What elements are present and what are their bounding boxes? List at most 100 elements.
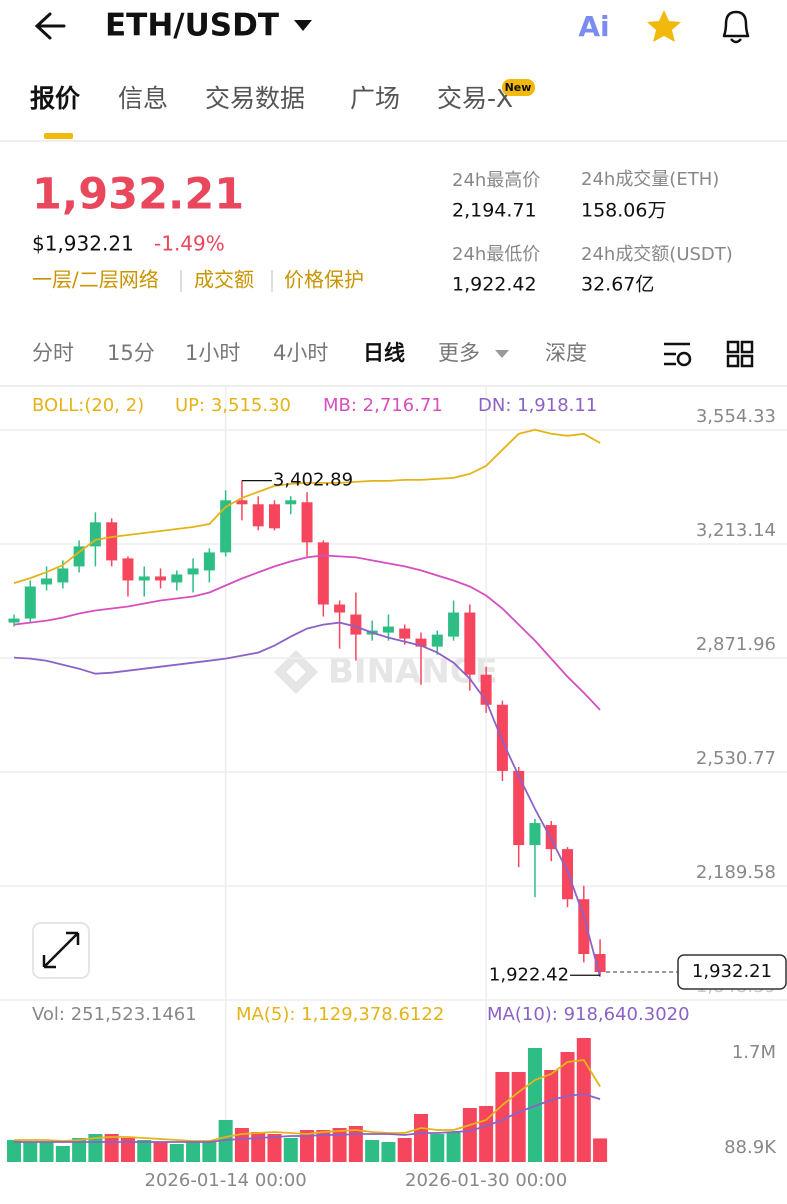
tab[interactable]: 报价 <box>30 84 81 113</box>
candle-body <box>578 899 590 955</box>
volume-bar <box>39 1142 54 1162</box>
volume-bar <box>23 1142 38 1162</box>
candle-body <box>73 546 85 567</box>
back-button[interactable] <box>34 12 66 40</box>
pair-title[interactable]: ETH/USDT <box>105 8 279 44</box>
candle-body <box>236 500 248 505</box>
boll-line <box>13 428 601 584</box>
volume-bar <box>527 1048 542 1162</box>
timeframe[interactable]: 4小时 <box>273 341 328 365</box>
tab[interactable]: 交易-X <box>437 84 513 113</box>
volume-bar <box>300 1129 315 1162</box>
volume-bar <box>332 1128 347 1162</box>
volume-ma-line <box>14 1093 601 1143</box>
volume-bar <box>283 1138 298 1162</box>
timeframe[interactable]: 更多 <box>438 341 480 365</box>
candle-body <box>301 502 313 543</box>
stat-label: 24h最低价 <box>452 244 540 265</box>
candle-body <box>350 614 362 635</box>
candle-body <box>594 954 606 972</box>
candle-body <box>8 618 20 623</box>
volume-bar <box>202 1142 217 1162</box>
candle-body <box>187 568 199 575</box>
indicator-settings[interactable] <box>664 342 692 367</box>
legend-item: UP: 3,515.30 <box>175 395 291 416</box>
volume-bar <box>365 1140 380 1162</box>
volume-bar <box>186 1142 201 1162</box>
timeframe[interactable]: 1小时 <box>185 341 240 365</box>
candle-body <box>545 825 557 850</box>
timeframe[interactable]: 15分 <box>107 341 155 365</box>
max-label: 3,402.89 <box>273 470 353 491</box>
legend-item: MB: 2,716.71 <box>323 395 443 416</box>
candle-body <box>89 522 101 547</box>
y-tick-label: 3,213.14 <box>696 520 776 541</box>
stat-label: 24h成交额(USDT) <box>581 244 733 265</box>
volume-bar <box>560 1052 575 1162</box>
candle-body <box>203 552 215 571</box>
volume-bar <box>104 1134 119 1162</box>
stat-value: 158.06万 <box>581 200 666 222</box>
volume-bar <box>251 1132 266 1162</box>
volume-tick-label: 1.7M <box>732 1042 776 1063</box>
volume-bar <box>495 1072 510 1162</box>
candle-body <box>431 634 443 647</box>
volume-bar <box>430 1134 445 1162</box>
chart: 3,554.33 3,213.14 2,871.96 2,530.77 2,189.58… <box>0 386 787 1191</box>
last-price-tag <box>677 954 787 990</box>
candle-body <box>448 612 460 637</box>
tag-link[interactable]: 成交额 <box>194 268 254 292</box>
volume-bar <box>511 1072 526 1162</box>
timeframe[interactable]: 分时 <box>32 341 74 365</box>
volume-bar <box>446 1132 461 1162</box>
candle-body <box>252 504 264 527</box>
timeframe[interactable]: 深度 <box>545 341 587 365</box>
volume-bar <box>7 1140 21 1162</box>
favorite-star[interactable] <box>647 10 681 42</box>
pair-dropdown[interactable] <box>294 20 312 31</box>
legend-item: DN: 1,918.11 <box>478 395 597 416</box>
candle-body <box>317 542 329 605</box>
price-change: -1.49% <box>154 232 225 256</box>
x-tick-label: 2026-01-30 00:00 <box>405 1170 567 1191</box>
watermark-logo <box>274 650 318 694</box>
more-caret <box>495 350 509 358</box>
tag-link[interactable]: 价格保护 <box>284 268 364 292</box>
tab-indicator <box>44 133 73 139</box>
ai-button[interactable]: Ai <box>578 10 609 43</box>
candle-body <box>562 849 574 900</box>
candle-body <box>496 704 508 771</box>
legend-title: BOLL:(20, 2) <box>32 395 144 416</box>
stat-value: 2,194.71 <box>452 200 537 222</box>
volume-bar <box>316 1129 331 1162</box>
volume-bar <box>381 1142 396 1162</box>
x-tick-label: 2026-01-14 00:00 <box>145 1170 307 1191</box>
candle-body <box>480 674 492 705</box>
new-badge-text: New <box>505 81 532 94</box>
volume-bar <box>593 1138 608 1162</box>
boll-line <box>13 621 601 977</box>
tab[interactable]: 信息 <box>118 84 168 113</box>
candle-body <box>268 504 280 529</box>
tab[interactable]: 交易数据 <box>205 84 305 113</box>
tab[interactable]: 广场 <box>350 84 400 113</box>
expand-button[interactable] <box>32 922 90 979</box>
candle-body <box>155 576 167 581</box>
y-tick-label: 2,530.77 <box>696 748 776 769</box>
tag-link[interactable]: 一层/二层网络 <box>32 268 159 292</box>
volume-bar <box>576 1038 591 1162</box>
candle-body <box>399 628 411 639</box>
stat-value: 32.67亿 <box>581 274 654 296</box>
volume-bar <box>234 1128 249 1162</box>
volume-bar <box>88 1134 103 1162</box>
y-tick-label: 2,871.96 <box>696 634 776 655</box>
volume-bar <box>544 1070 559 1162</box>
stat-value: 1,922.42 <box>452 274 537 296</box>
layout-button[interactable] <box>726 340 754 368</box>
timeframe-active[interactable]: 日线 <box>363 341 405 365</box>
candle-body <box>122 558 134 581</box>
volume-bar <box>55 1146 70 1162</box>
notification-bell[interactable] <box>722 10 750 44</box>
candle-body <box>529 823 541 846</box>
